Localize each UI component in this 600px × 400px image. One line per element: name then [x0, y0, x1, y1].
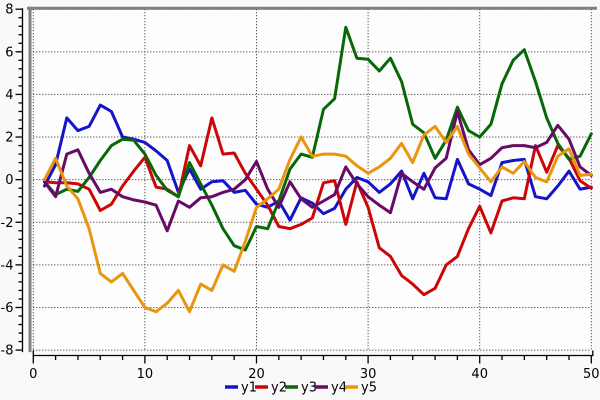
y-tick-label: -6 [1, 301, 14, 316]
y-tick-label: 8 [5, 3, 13, 18]
legend-label-y5: y5 [361, 381, 377, 396]
y-tick-label: -2 [1, 216, 14, 231]
legend-label-y4: y4 [331, 381, 347, 396]
x-tick-label: 30 [360, 367, 377, 382]
series-line-y4 [43, 110, 593, 233]
series-line-y5 [43, 124, 593, 314]
y-tick-label: 0 [5, 173, 13, 188]
y-tick-label: 4 [5, 88, 13, 103]
legend-item-y5: y5 [345, 381, 377, 396]
y-tick-label: 2 [5, 131, 13, 146]
legend-label-y2: y2 [271, 381, 287, 396]
y-tick-label: -4 [1, 258, 14, 273]
y-tick-label: -8 [1, 344, 14, 359]
x-tick-label: 10 [137, 367, 154, 382]
legend-label-y3: y3 [301, 381, 317, 396]
x-tick-label: 50 [583, 367, 600, 382]
x-tick-label: 0 [29, 367, 37, 382]
legend-item-y1: y1 [225, 381, 257, 396]
x-tick-label: 20 [248, 367, 265, 382]
legend-item-y3: y3 [285, 381, 317, 396]
legend-label-y1: y1 [241, 381, 257, 396]
legend-item-y4: y4 [315, 381, 347, 396]
series-line-y3 [43, 25, 593, 252]
series-line-y2 [43, 116, 593, 297]
y-tick-label: 6 [5, 45, 13, 60]
x-tick-label: 40 [471, 367, 488, 382]
legend-item-y2: y2 [255, 381, 287, 396]
